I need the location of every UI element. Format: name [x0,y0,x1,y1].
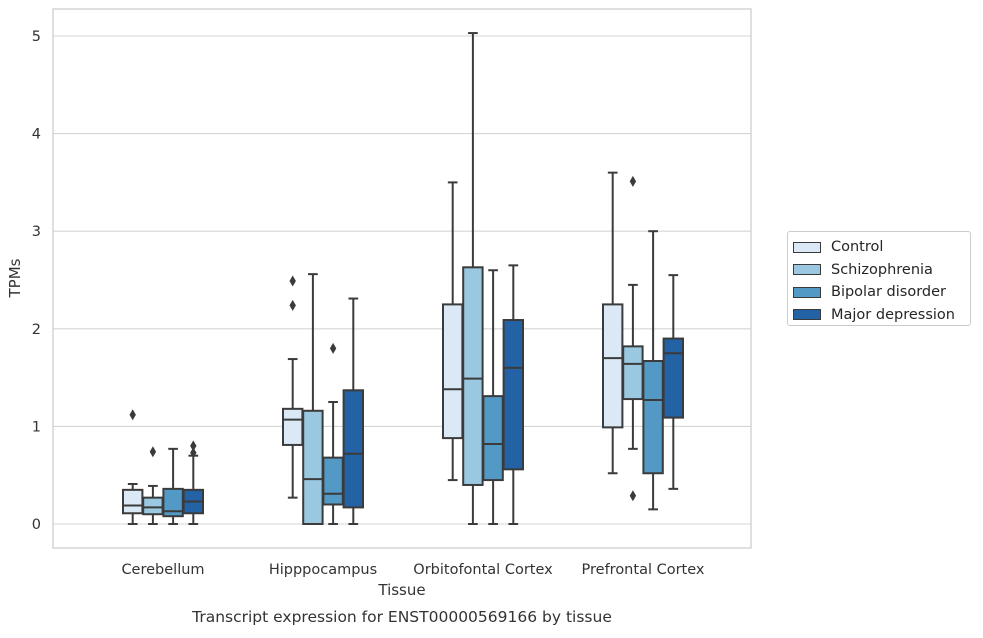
legend-item-control: Control [793,236,964,259]
outlier-point [629,175,637,187]
outlier-point [190,447,197,459]
outlier-point [329,342,337,354]
gridlines [53,35,751,525]
outlier-point [289,299,296,311]
x-axis-label: Tissue [377,581,425,599]
box-schizophrenia-1 [302,273,324,525]
box-bipolar-disorder-3 [642,230,664,511]
box-body [302,409,324,525]
box-body [462,266,484,486]
box-body [342,389,365,509]
legend: Control Schizophrenia Bipolar disorder M… [787,231,971,326]
box-major-depression-0 [182,440,205,525]
box-control-3 [602,171,624,475]
legend-label-schizophrenia: Schizophrenia [831,261,933,278]
x-tick-label-hipppocampus: Hipppocampus [269,562,377,578]
legend-label-control: Control [831,239,884,256]
y-tick-label-3: 3 [32,224,41,240]
plot-frame [52,8,752,549]
legend-item-bipolar-disorder: Bipolar disorder [793,281,964,304]
legend-label-bipolar-disorder: Bipolar disorder [831,284,946,301]
box-major-depression-2 [502,264,525,525]
legend-swatch-control [793,241,821,253]
outlier-point [629,490,637,502]
legend-swatch-schizophrenia [793,264,821,276]
y-tick-label-0: 0 [32,517,41,533]
outlier-point [190,440,197,452]
chart-caption: Transcript expression for ENST0000056916… [191,608,612,626]
x-tick-label-orbitofontal-cortex: Orbitofontal Cortex [413,562,553,578]
box-schizophrenia-3 [622,175,644,502]
y-axis-label: TPMs [6,258,24,298]
box-body [622,345,644,401]
box-body [502,319,525,471]
box-major-depression-3 [662,274,684,490]
box-body [642,360,664,475]
tick-labels: 0 1 2 3 4 5 Cerebellum Hipppocampus Orbitofontal… [32,29,705,578]
box-major-depression-1 [342,297,365,525]
y-tick-label-1: 1 [32,419,41,435]
box-bipolar-disorder-1 [322,342,344,525]
boxes [122,32,684,525]
legend-item-major-depression: Major depression [793,304,964,327]
x-tick-label-prefrontal-cortex: Prefrontal Cortex [582,562,705,578]
box-control-2 [442,181,464,482]
box-control-0 [122,409,144,525]
box-body [122,488,144,515]
box-body [322,456,344,506]
legend-swatch-major-depression [793,309,821,321]
box-body [662,337,684,419]
box-bipolar-disorder-2 [482,269,504,525]
outlier-point [289,275,296,287]
box-bipolar-disorder-0 [162,447,184,525]
legend-item-schizophrenia: Schizophrenia [793,259,964,282]
box-body [602,303,624,429]
box-schizophrenia-0 [142,446,164,525]
box-body [482,395,504,482]
outlier-point [129,409,136,421]
box-body [142,496,164,516]
box-body [282,407,304,446]
box-body [442,303,464,440]
y-tick-label-4: 4 [32,127,41,143]
outlier-point [149,446,157,458]
legend-label-major-depression: Major depression [831,306,955,323]
legend-swatch-bipolar-disorder [793,286,821,298]
box-schizophrenia-2 [462,32,484,525]
x-tick-label-cerebellum: Cerebellum [121,562,204,578]
y-tick-label-5: 5 [32,29,41,45]
box-control-1 [282,275,304,499]
y-tick-label-2: 2 [32,322,41,338]
